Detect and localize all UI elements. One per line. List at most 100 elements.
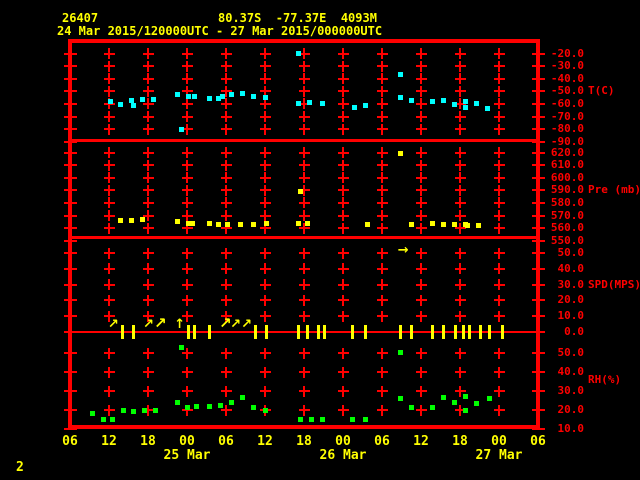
grid-cross	[298, 159, 310, 171]
temp-point	[118, 102, 124, 108]
grid-cross	[142, 73, 154, 85]
x-date-label: 25 Mar	[163, 448, 211, 463]
grid-cross	[298, 197, 310, 209]
rh-point	[463, 407, 469, 413]
grid-cross	[493, 294, 505, 306]
wind-barb-tick	[120, 325, 124, 339]
rh-point	[474, 400, 480, 406]
y-tick-label: 600.0	[550, 170, 584, 184]
y-tick-label: 590.0	[550, 183, 584, 197]
grid-cross	[142, 404, 154, 416]
grid-cross	[454, 147, 466, 158]
grid-cross	[337, 366, 349, 378]
y-tick-label: 30.0	[557, 384, 585, 397]
y-tick-label: 30.0	[557, 277, 585, 291]
grid-cross	[493, 279, 505, 291]
y-tick-label: 0.0	[564, 325, 584, 338]
grid-cross	[415, 247, 427, 259]
axis-tick-left	[63, 371, 77, 373]
grid-cross	[376, 347, 388, 359]
rh-point	[100, 417, 106, 422]
temp-point	[178, 126, 184, 132]
grid-cross	[181, 159, 193, 171]
grid-cross	[376, 263, 388, 275]
grid-cross	[493, 60, 505, 72]
panel-separator	[72, 235, 536, 239]
axis-tick-left	[63, 283, 77, 286]
grid-cross	[103, 197, 115, 209]
wind-barb-tick	[305, 325, 309, 339]
grid-cross	[337, 159, 349, 171]
panel-separator	[72, 138, 536, 142]
grid-cross	[220, 366, 232, 378]
grid-cross	[259, 98, 271, 110]
axis-tick-left	[63, 128, 77, 131]
grid-cross	[142, 210, 154, 221]
y-tick-label: -30.0	[550, 59, 584, 73]
grid-cross	[181, 366, 193, 378]
grid-cross	[454, 210, 466, 221]
temp-point	[319, 101, 325, 107]
grid-cross	[103, 123, 115, 135]
axis-tick-right	[531, 151, 545, 154]
y-tick-label: 10.0	[557, 309, 585, 323]
axis-tick-left	[63, 390, 77, 392]
grid-cross	[142, 247, 154, 259]
grid-cross	[493, 159, 505, 171]
temp-point	[296, 100, 302, 106]
grid-cross	[415, 385, 427, 397]
x-hour-label: 12	[413, 434, 429, 449]
grid-cross	[298, 184, 310, 196]
grid-cross	[142, 279, 154, 291]
grid-cross	[181, 279, 193, 291]
grid-cross	[181, 263, 193, 275]
grid-cross	[493, 210, 505, 221]
grid-cross	[259, 147, 271, 158]
grid-cross	[298, 60, 310, 72]
grid-cross	[220, 123, 232, 135]
axis-tick-left	[63, 102, 77, 105]
grid-cross	[103, 366, 115, 378]
grid-cross	[259, 279, 271, 291]
wind-barb-arrow: ↗	[230, 317, 241, 332]
grid-cross	[103, 263, 115, 275]
x-date-label: 26 Mar	[319, 448, 367, 463]
rh-point	[262, 407, 268, 413]
temp-point	[351, 105, 357, 111]
x-hour-label: 18	[140, 434, 156, 449]
wind-speed-arrow: →	[397, 242, 409, 258]
pressure-point	[118, 218, 124, 224]
axis-tick-right	[531, 428, 545, 430]
temp-point	[430, 98, 436, 104]
grid-cross	[454, 60, 466, 72]
grid-cross	[337, 222, 349, 234]
grid-cross	[181, 404, 193, 416]
rh-point	[463, 394, 469, 400]
axis-tick-left	[63, 239, 77, 242]
grid-cross	[220, 263, 232, 275]
temp-point	[239, 90, 245, 96]
grid-cross	[493, 247, 505, 259]
grid-cross	[337, 85, 349, 97]
wind-zero-line	[72, 331, 536, 333]
grid-cross	[376, 98, 388, 110]
y-tick-label: -80.0	[550, 122, 584, 136]
grid-cross	[298, 294, 310, 306]
axis-tick-right	[531, 227, 545, 230]
grid-cross	[220, 210, 232, 221]
grid-cross	[181, 98, 193, 110]
axis-tick-right	[531, 90, 545, 93]
grid-cross	[298, 85, 310, 97]
temp-point	[362, 103, 368, 109]
temp-point	[408, 97, 414, 103]
grid-cross	[454, 85, 466, 97]
grid-cross	[454, 294, 466, 306]
grid-cross	[337, 197, 349, 209]
rh-point	[486, 396, 492, 402]
grid-cross	[454, 123, 466, 135]
grid-cross	[259, 222, 271, 234]
grid-cross	[181, 222, 193, 234]
grid-cross	[376, 222, 388, 234]
x-hour-label: 06	[218, 434, 234, 449]
station-id: 26407	[62, 11, 99, 25]
